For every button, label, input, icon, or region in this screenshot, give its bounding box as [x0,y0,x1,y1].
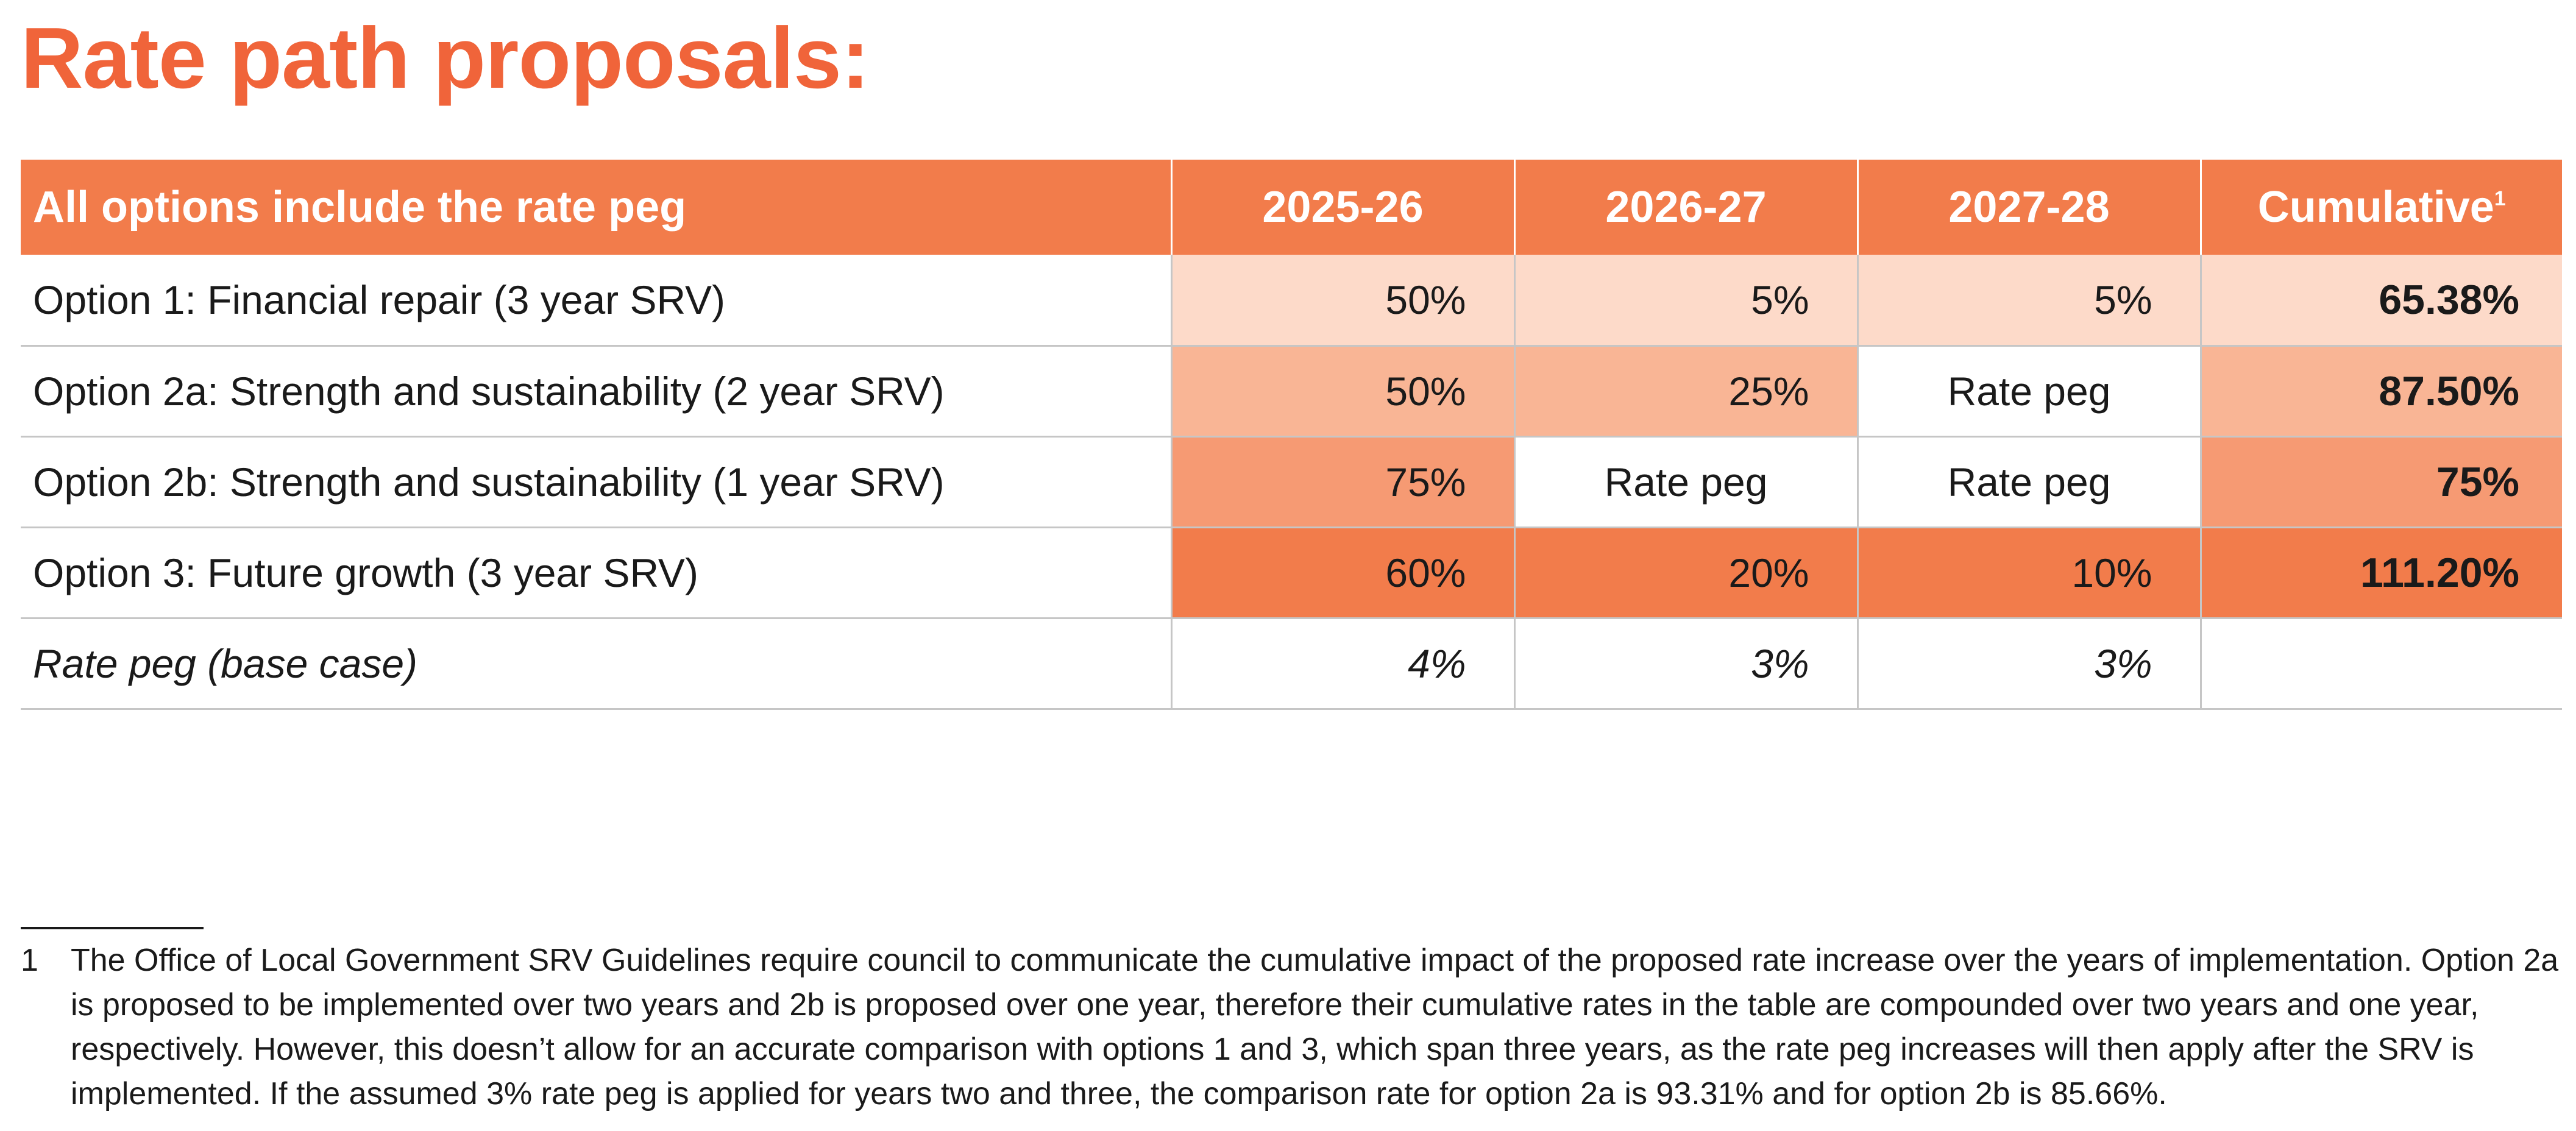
cell-2025-26: 60% [1170,527,1514,619]
cell-2026-27: 3% [1513,618,1857,710]
cell-2025-26: 50% [1170,346,1514,438]
cell-cumulative: 65.38% [2199,255,2562,347]
cell-cumulative [2199,618,2562,710]
table-row: Option 2a: Strength and sustainability (… [21,346,2562,438]
cell-2025-26: 50% [1170,255,1514,347]
header-2025-26: 2025-26 [1170,160,1514,255]
cell-cumulative: 87.50% [2199,346,2562,438]
cell-2026-27: Rate peg [1513,436,1857,528]
row-label-option-1: Option 1: Financial repair (3 year SRV) [21,255,1171,347]
rate-path-table: All options include the rate peg 2025-26… [21,160,2562,710]
header-options: All options include the rate peg [21,160,1171,255]
row-label-option-2b: Option 2b: Strength and sustainability (… [21,436,1171,528]
footnote-ref: 1 [2494,187,2506,210]
header-cumulative-label: Cumulative [2257,183,2494,232]
row-label-option-3: Option 3: Future growth (3 year SRV) [21,527,1171,619]
row-label-base-case: Rate peg (base case) [21,618,1171,710]
table-row: Option 3: Future growth (3 year SRV) 60%… [21,527,2562,619]
cell-2027-28: 10% [1856,527,2201,619]
footnote-number: 1 [21,943,38,978]
page-title: Rate path proposals: [21,10,870,107]
header-2026-27: 2026-27 [1513,160,1857,255]
table-header-row: All options include the rate peg 2025-26… [21,160,2562,255]
cell-2027-28: Rate peg [1856,436,2201,528]
table-row: Option 2b: Strength and sustainability (… [21,436,2562,528]
cell-2025-26: 4% [1170,618,1514,710]
table-row-base-case: Rate peg (base case) 4% 3% 3% [21,618,2562,710]
cell-cumulative: 75% [2199,436,2562,528]
table-row: Option 1: Financial repair (3 year SRV) … [21,255,2562,347]
cell-2026-27: 20% [1513,527,1857,619]
cell-2027-28: 3% [1856,618,2201,710]
header-2027-28: 2027-28 [1856,160,2201,255]
footnote-text: The Office of Local Government SRV Guide… [71,943,2559,1112]
cell-2027-28: Rate peg [1856,346,2201,438]
cell-2026-27: 25% [1513,346,1857,438]
row-label-option-2a: Option 2a: Strength and sustainability (… [21,346,1171,438]
cell-2027-28: 5% [1856,255,2201,347]
footnote-divider [21,927,204,929]
cell-cumulative: 111.20% [2199,527,2562,619]
cell-2026-27: 5% [1513,255,1857,347]
cell-2025-26: 75% [1170,436,1514,528]
header-cumulative: Cumulative1 [2199,160,2562,255]
